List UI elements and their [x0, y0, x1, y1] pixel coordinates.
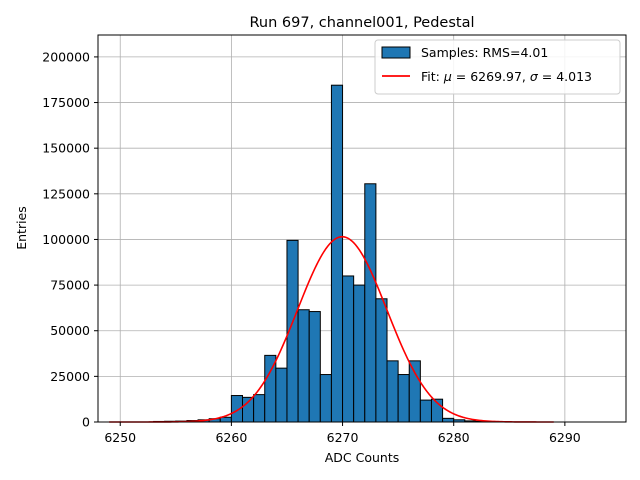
y-axis-label: Entries	[14, 206, 29, 250]
histogram-bar	[275, 367, 288, 423]
y-tick-label: 50000	[50, 323, 90, 338]
histogram-bar	[319, 374, 332, 423]
histogram-bar	[364, 183, 377, 423]
histogram-bar	[253, 394, 266, 423]
legend-label-samples: Samples: RMS=4.01	[421, 45, 548, 60]
histogram-bar	[342, 275, 355, 423]
y-tick-label: 125000	[42, 186, 90, 201]
y-axis-ticks: 0 25000 50000 75000 100000 125000 150000 175000…	[42, 49, 98, 430]
y-tick-label: 150000	[42, 141, 90, 156]
x-tick-label: 6280	[438, 430, 470, 445]
histogram-bar	[308, 311, 321, 423]
histogram-bar	[297, 309, 310, 423]
histogram-bar	[419, 399, 432, 423]
legend-swatch-samples	[381, 46, 411, 59]
y-tick-label: 75000	[50, 278, 90, 293]
y-tick-label: 100000	[42, 232, 90, 247]
x-tick-label: 6290	[549, 430, 581, 445]
x-tick-label: 6250	[104, 430, 136, 445]
x-axis-label: ADC Counts	[325, 450, 400, 465]
histogram-bar	[397, 374, 410, 423]
x-tick-label: 6270	[327, 430, 359, 445]
plot-frame	[97, 34, 627, 423]
legend-box	[374, 39, 621, 95]
histogram-bar	[386, 360, 399, 423]
histogram-bar	[330, 84, 344, 423]
legend-label-fit: Fit: μ = 6269.97, σ = 4.013	[421, 69, 592, 84]
x-axis-ticks: 6250 6260 6270 6280 6290	[104, 422, 581, 445]
chart-title: Run 697, channel001, Pedestal	[249, 15, 474, 31]
x-tick-label: 6260	[215, 430, 247, 445]
legend: Samples: RMS=4.01 Fit: μ = 6269.97, σ = …	[374, 39, 621, 95]
histogram-bar	[408, 360, 421, 423]
histogram-bar	[219, 416, 232, 423]
y-tick-label: 175000	[42, 95, 90, 110]
histogram-bar	[442, 417, 455, 423]
histogram-bars	[153, 84, 499, 423]
y-tick-label: 200000	[42, 49, 90, 64]
y-tick-label: 25000	[50, 369, 90, 384]
histogram-bar	[375, 298, 388, 423]
histogram-bar	[353, 284, 366, 423]
y-tick-label: 0	[82, 415, 90, 430]
